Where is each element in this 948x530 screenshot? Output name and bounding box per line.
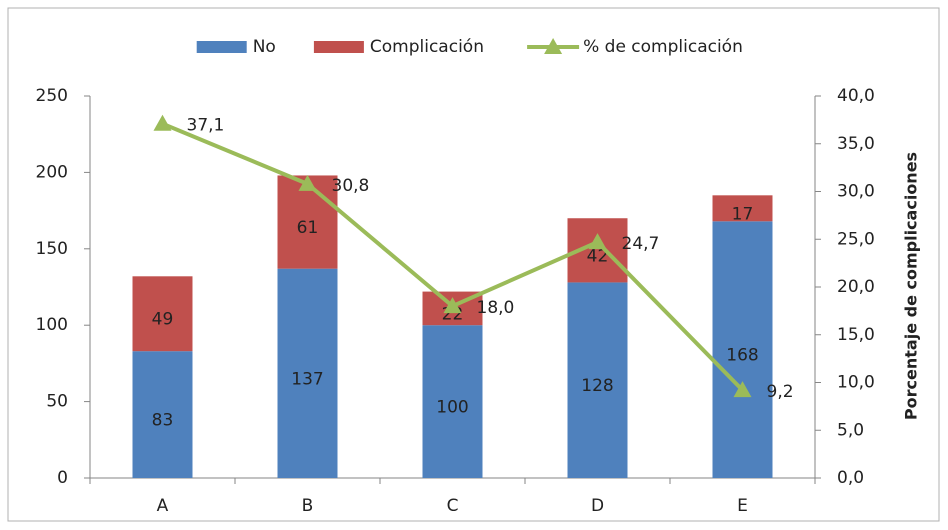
x-tick-label: D bbox=[591, 496, 604, 516]
y2-tick-label: 40,0 bbox=[837, 86, 875, 106]
y2-tick-label: 30,0 bbox=[837, 182, 875, 202]
y2-tick-label: 15,0 bbox=[837, 325, 875, 345]
y2-axis-label: Porcentaje de complicaciones bbox=[902, 152, 921, 420]
legend-swatch bbox=[313, 41, 364, 53]
bar-value-label: 168 bbox=[726, 346, 758, 366]
bar bbox=[567, 282, 628, 478]
bar bbox=[712, 221, 773, 478]
bar-value-label: 61 bbox=[297, 218, 319, 238]
x-tick-label: E bbox=[737, 496, 748, 516]
line-marker bbox=[588, 233, 607, 250]
line-marker bbox=[298, 174, 317, 191]
x-tick-label: B bbox=[302, 496, 314, 516]
y2-tick-label: 10,0 bbox=[837, 373, 875, 393]
y2-tick-label: 25,0 bbox=[837, 229, 875, 249]
y2-tick-label: 5,0 bbox=[837, 420, 864, 440]
legend-label: % de complicación bbox=[583, 37, 743, 57]
bar-value-label: 137 bbox=[291, 369, 323, 389]
line-value-label: 24,7 bbox=[622, 234, 660, 254]
legend-marker bbox=[544, 38, 563, 54]
bar bbox=[712, 195, 773, 222]
y-tick-label: 150 bbox=[36, 239, 68, 259]
bar bbox=[277, 268, 338, 478]
y-tick-label: 200 bbox=[36, 162, 68, 182]
y-tick-label: 100 bbox=[36, 315, 68, 335]
line-value-label: 30,8 bbox=[332, 176, 370, 196]
line-marker bbox=[153, 114, 172, 131]
line-value-label: 9,2 bbox=[767, 382, 794, 402]
bar-value-label: 128 bbox=[581, 376, 613, 396]
line-value-label: 18,0 bbox=[477, 298, 515, 318]
bar bbox=[422, 325, 483, 478]
line-marker bbox=[733, 381, 752, 398]
bar-value-label: 83 bbox=[152, 411, 174, 431]
x-tick-label: C bbox=[447, 496, 459, 516]
line-value-label: 37,1 bbox=[187, 116, 225, 136]
y-tick-label: 0 bbox=[57, 468, 68, 488]
line-marker bbox=[443, 297, 462, 314]
legend-swatch bbox=[196, 41, 247, 53]
bar-value-label: 49 bbox=[152, 310, 174, 330]
bar-value-label: 42 bbox=[587, 246, 609, 266]
y2-tick-label: 20,0 bbox=[837, 277, 875, 297]
legend-label: No bbox=[253, 37, 276, 57]
bar bbox=[277, 175, 338, 269]
y-tick-label: 250 bbox=[36, 86, 68, 106]
bar bbox=[132, 276, 193, 352]
y2-tick-label: 0,0 bbox=[837, 468, 864, 488]
x-tick-label: A bbox=[157, 496, 169, 516]
bar-value-label: 17 bbox=[732, 204, 754, 224]
legend-label: Complicación bbox=[370, 37, 484, 57]
y2-tick-label: 35,0 bbox=[837, 134, 875, 154]
y-tick-label: 50 bbox=[46, 392, 68, 412]
bar-value-label: 100 bbox=[436, 398, 468, 418]
bar bbox=[132, 351, 193, 478]
